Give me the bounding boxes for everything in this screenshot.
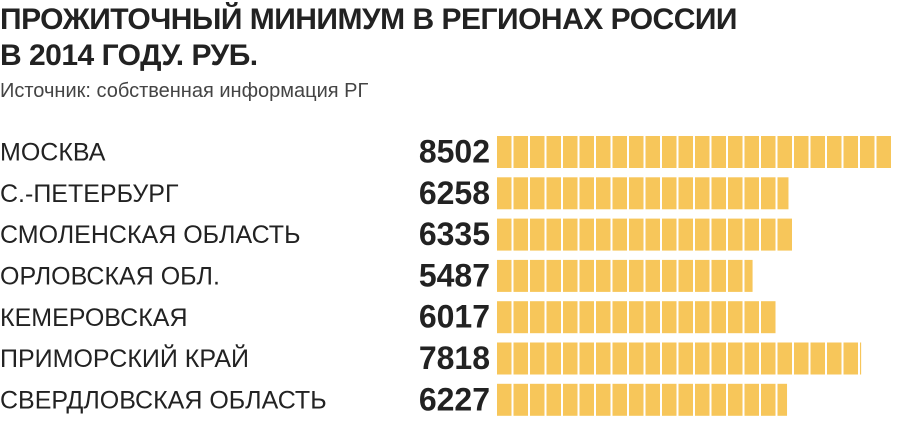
- category-label: МОСКВА: [0, 139, 106, 167]
- bar: [497, 218, 793, 251]
- bar: [497, 342, 862, 375]
- value-label: 6335: [419, 216, 490, 252]
- category-label: СМОЛЕНСКАЯ ОБЛАСТЬ: [0, 221, 300, 249]
- value-label: 7818: [419, 340, 490, 376]
- category-label: С.-ПЕТЕРБУРГ: [0, 180, 179, 208]
- category-label: ОРЛОВСКАЯ ОБЛ.: [0, 263, 220, 291]
- value-label: 5487: [419, 257, 490, 293]
- category-label: КЕМЕРОВСКАЯ: [0, 304, 188, 332]
- bar: [497, 383, 788, 416]
- category-label: ПРИМОРСКИЙ КРАЙ: [0, 343, 249, 373]
- bar: [497, 259, 753, 292]
- bar: [497, 177, 789, 210]
- value-label: 8502: [419, 133, 490, 169]
- value-label: 6258: [419, 175, 490, 211]
- bar: [497, 301, 778, 334]
- chart-subtitle: Источник: собственная информация РГ: [0, 80, 369, 102]
- category-label: СВЕРДЛОВСКАЯ ОБЛАСТЬ: [0, 386, 327, 414]
- value-label: 6017: [419, 299, 490, 335]
- chart-title: ПРОЖИТОЧНЫЙ МИНИМУМ В РЕГИОНАХ РОССИИ В …: [0, 3, 737, 72]
- value-label: 6227: [419, 381, 490, 417]
- bar: [497, 136, 893, 168]
